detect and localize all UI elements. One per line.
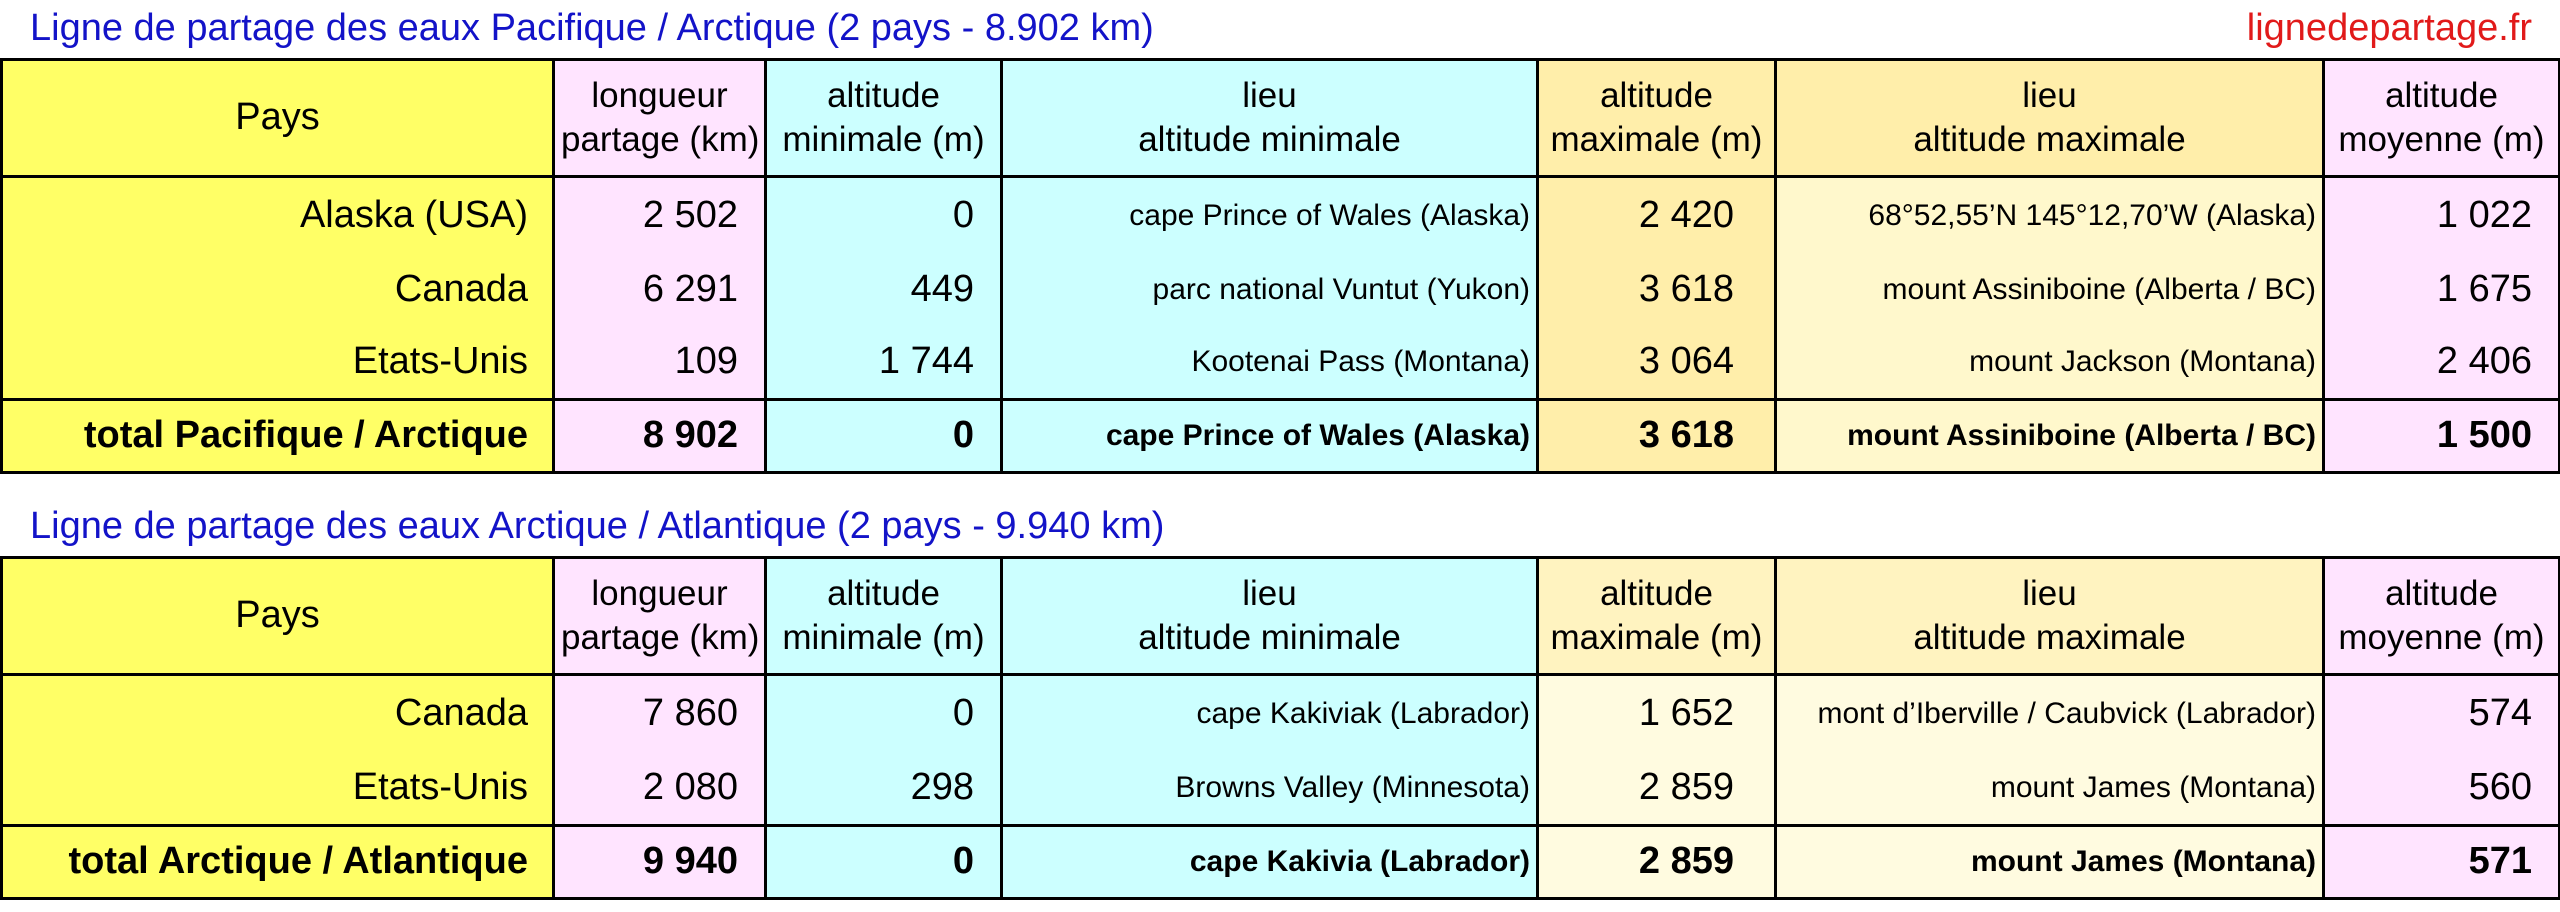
cell-longueur: 2 502 — [552, 176, 767, 254]
cell-altitude-minimale: 0 — [764, 176, 1003, 254]
cell-longueur: 6 291 — [552, 254, 767, 326]
cell-altitude-maximale: 2 420 — [1536, 176, 1777, 254]
cell-altitude-minimale: 449 — [764, 254, 1003, 326]
header-altitude-moyenne: altitude moyenne (m) — [2322, 556, 2560, 676]
header-lieu-maximale: lieu altitude maximale — [1775, 556, 2325, 676]
cell-lieu-maximale-total: mount James (Montana) — [1775, 824, 2325, 900]
cell-pays: Alaska (USA) — [0, 176, 555, 254]
table-row: Alaska (USA) 2 502 0 cape Prince of Wale… — [0, 176, 2560, 254]
cell-altitude-moyenne: 560 — [2322, 752, 2560, 826]
cell-lieu-maximale-total: mount Assiniboine (Alberta / BC) — [1775, 398, 2325, 474]
cell-altitude-maximale-total: 2 859 — [1536, 824, 1777, 900]
table-row: Etats-Unis 2 080 298 Browns Valley (Minn… — [0, 752, 2560, 826]
cell-altitude-moyenne: 1 675 — [2322, 254, 2560, 326]
header-lieu-minimale: lieu altitude minimale — [1001, 556, 1539, 676]
header-lieu-maximale: lieu altitude maximale — [1775, 58, 2325, 178]
cell-pays: Canada — [0, 674, 555, 752]
cell-pays: Etats-Unis — [0, 326, 555, 400]
cell-pays-total: total Arctique / Atlantique — [0, 824, 555, 900]
header-altitude-minimale: altitude minimale (m) — [764, 58, 1003, 178]
cell-altitude-minimale: 298 — [764, 752, 1003, 826]
table-row: Canada 7 860 0 cape Kakiviak (Labrador) … — [0, 674, 2560, 752]
header-row: Pays longueur partage (km) altitude minima… — [0, 556, 2560, 676]
cell-altitude-minimale: 0 — [764, 674, 1003, 752]
header-altitude-maximale: altitude maximale (m) — [1536, 58, 1777, 178]
cell-longueur: 2 080 — [552, 752, 767, 826]
cell-lieu-maximale: mount Assiniboine (Alberta / BC) — [1775, 254, 2325, 326]
table-arctique-atlantique: Pays longueur partage (km) altitude minima… — [0, 556, 2560, 900]
table-pacifique-arctique: Pays longueur partage (km) altitude minima… — [0, 58, 2560, 474]
table-title-pacifique-arctique: Ligne de partage des eaux Pacifique / Ar… — [30, 7, 1154, 49]
cell-lieu-maximale: mont d’Iberville / Caubvick (Labrador) — [1775, 674, 2325, 752]
header-pays: Pays — [0, 556, 555, 676]
header-lieu-minimale: lieu altitude minimale — [1001, 58, 1539, 178]
cell-altitude-moyenne: 2 406 — [2322, 326, 2560, 400]
header-longueur: longueur partage (km) — [552, 556, 767, 676]
cell-altitude-moyenne: 574 — [2322, 674, 2560, 752]
cell-lieu-minimale: parc national Vuntut (Yukon) — [1001, 254, 1539, 326]
cell-lieu-minimale: Browns Valley (Minnesota) — [1001, 752, 1539, 826]
cell-lieu-minimale: cape Prince of Wales (Alaska) — [1001, 176, 1539, 254]
cell-lieu-minimale: Kootenai Pass (Montana) — [1001, 326, 1539, 400]
table-row: Canada 6 291 449 parc national Vuntut (Y… — [0, 254, 2560, 326]
cell-altitude-moyenne: 1 022 — [2322, 176, 2560, 254]
cell-lieu-maximale: mount Jackson (Montana) — [1775, 326, 2325, 400]
header-row: Pays longueur partage (km) altitude minima… — [0, 58, 2560, 178]
cell-lieu-maximale: mount James (Montana) — [1775, 752, 2325, 826]
site-name[interactable]: lignedepartage.fr — [2246, 7, 2532, 49]
cell-altitude-minimale-total: 0 — [764, 398, 1003, 474]
header-altitude-moyenne: altitude moyenne (m) — [2322, 58, 2560, 178]
header-longueur: longueur partage (km) — [552, 58, 767, 178]
header-altitude-minimale: altitude minimale (m) — [764, 556, 1003, 676]
cell-altitude-maximale: 2 859 — [1536, 752, 1777, 826]
cell-altitude-maximale: 3 618 — [1536, 254, 1777, 326]
cell-lieu-maximale: 68°52,55’N 145°12,70’W (Alaska) — [1775, 176, 2325, 254]
cell-altitude-minimale-total: 0 — [764, 824, 1003, 900]
cell-altitude-maximale: 1 652 — [1536, 674, 1777, 752]
cell-altitude-moyenne-total: 1 500 — [2322, 398, 2560, 474]
cell-longueur: 7 860 — [552, 674, 767, 752]
cell-altitude-minimale: 1 744 — [764, 326, 1003, 400]
cell-pays-total: total Pacifique / Arctique — [0, 398, 555, 474]
cell-altitude-maximale-total: 3 618 — [1536, 398, 1777, 474]
header-pays: Pays — [0, 58, 555, 178]
total-row: total Pacifique / Arctique 8 902 0 cape … — [0, 398, 2560, 474]
table-row: Etats-Unis 109 1 744 Kootenai Pass (Mont… — [0, 326, 2560, 400]
total-row: total Arctique / Atlantique 9 940 0 cape… — [0, 824, 2560, 900]
table-title-arctique-atlantique: Ligne de partage des eaux Arctique / Atl… — [30, 505, 1165, 547]
cell-altitude-moyenne-total: 571 — [2322, 824, 2560, 900]
cell-longueur-total: 9 940 — [552, 824, 767, 900]
cell-altitude-maximale: 3 064 — [1536, 326, 1777, 400]
cell-lieu-minimale-total: cape Kakivia (Labrador) — [1001, 824, 1539, 900]
cell-lieu-minimale-total: cape Prince of Wales (Alaska) — [1001, 398, 1539, 474]
header-altitude-maximale: altitude maximale (m) — [1536, 556, 1777, 676]
cell-longueur-total: 8 902 — [552, 398, 767, 474]
cell-pays: Canada — [0, 254, 555, 326]
cell-longueur: 109 — [552, 326, 767, 400]
cell-lieu-minimale: cape Kakiviak (Labrador) — [1001, 674, 1539, 752]
cell-pays: Etats-Unis — [0, 752, 555, 826]
